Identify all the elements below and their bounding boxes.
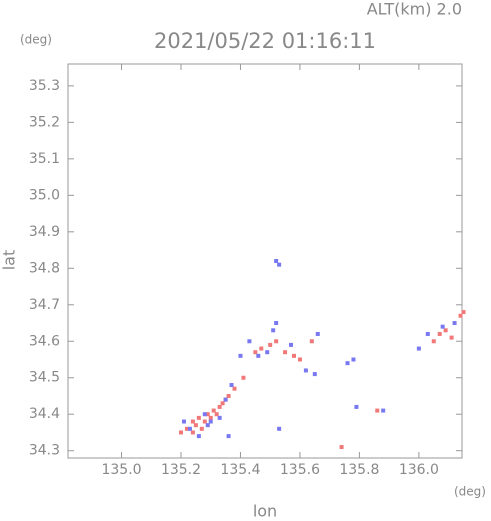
point bbox=[309, 339, 314, 344]
point bbox=[416, 346, 421, 351]
point bbox=[458, 313, 463, 318]
point bbox=[205, 412, 210, 417]
point bbox=[199, 426, 204, 431]
x-tick-label: 135.2 bbox=[161, 462, 201, 478]
point bbox=[196, 434, 201, 439]
point bbox=[431, 339, 436, 344]
y-tick-label: 34.9 bbox=[29, 224, 60, 240]
point bbox=[247, 339, 252, 344]
point bbox=[217, 404, 222, 409]
point bbox=[449, 335, 454, 340]
x-tick-label: 135.0 bbox=[101, 462, 141, 478]
point bbox=[440, 324, 445, 329]
point bbox=[291, 353, 296, 358]
point bbox=[253, 350, 258, 355]
point bbox=[208, 415, 213, 420]
y-tick-label: 34.5 bbox=[29, 370, 60, 386]
point bbox=[178, 430, 183, 435]
point bbox=[354, 404, 359, 409]
point bbox=[274, 339, 279, 344]
point bbox=[297, 357, 302, 362]
point bbox=[283, 350, 288, 355]
point bbox=[277, 426, 282, 431]
point bbox=[223, 397, 228, 402]
point bbox=[425, 331, 430, 336]
point bbox=[202, 412, 207, 417]
point bbox=[214, 412, 219, 417]
point bbox=[193, 423, 198, 428]
plot-frame bbox=[67, 63, 463, 459]
point bbox=[196, 415, 201, 420]
y-axis-label: lat bbox=[0, 250, 19, 271]
point bbox=[232, 386, 237, 391]
x-tick-label: 135.8 bbox=[339, 462, 379, 478]
point bbox=[181, 419, 186, 424]
x-tick-label: 135.4 bbox=[220, 462, 260, 478]
y-tick-label: 34.3 bbox=[29, 443, 60, 459]
altitude-label: ALT(km) 2.0 bbox=[367, 0, 462, 19]
x-axis-label: lon bbox=[253, 502, 277, 521]
point bbox=[381, 408, 386, 413]
point bbox=[315, 331, 320, 336]
y-tick-label: 34.8 bbox=[29, 260, 60, 276]
y-tick-label: 35.2 bbox=[29, 114, 60, 130]
y-unit: (deg) bbox=[20, 33, 52, 47]
y-tick-label: 34.7 bbox=[29, 297, 60, 313]
point bbox=[241, 375, 246, 380]
point bbox=[461, 310, 466, 315]
point bbox=[187, 426, 192, 431]
y-tick-label: 35.0 bbox=[29, 187, 60, 203]
point bbox=[452, 321, 457, 326]
y-tick-label: 35.3 bbox=[29, 78, 60, 94]
point bbox=[205, 423, 210, 428]
point bbox=[256, 353, 261, 358]
point bbox=[274, 259, 279, 263]
point bbox=[226, 393, 231, 398]
point bbox=[375, 408, 380, 413]
y-tick-label: 34.4 bbox=[29, 406, 60, 422]
point bbox=[220, 401, 225, 406]
point bbox=[184, 426, 189, 431]
x-tick-label: 135.6 bbox=[280, 462, 320, 478]
point bbox=[339, 445, 344, 450]
point bbox=[259, 346, 264, 351]
point bbox=[443, 328, 448, 333]
point bbox=[289, 342, 294, 347]
x-tick-label: 136.0 bbox=[399, 462, 439, 478]
point bbox=[190, 430, 195, 435]
point bbox=[211, 408, 216, 413]
point bbox=[229, 383, 234, 388]
point bbox=[265, 350, 270, 355]
point bbox=[437, 331, 442, 336]
point bbox=[202, 419, 207, 424]
point bbox=[271, 328, 276, 333]
point bbox=[277, 262, 282, 267]
point bbox=[303, 368, 308, 373]
chart-title: 2021/05/22 01:16:11 bbox=[154, 29, 376, 53]
point bbox=[345, 361, 350, 366]
y-tick-label: 35.1 bbox=[29, 151, 60, 167]
point bbox=[208, 419, 213, 424]
point bbox=[238, 353, 243, 358]
point bbox=[226, 434, 231, 439]
point bbox=[190, 419, 195, 424]
x-unit: (deg) bbox=[454, 485, 486, 499]
point bbox=[217, 415, 222, 420]
point bbox=[312, 372, 317, 377]
point bbox=[274, 321, 279, 326]
point bbox=[268, 342, 273, 347]
point bbox=[351, 357, 356, 362]
y-tick-label: 34.6 bbox=[29, 333, 60, 349]
